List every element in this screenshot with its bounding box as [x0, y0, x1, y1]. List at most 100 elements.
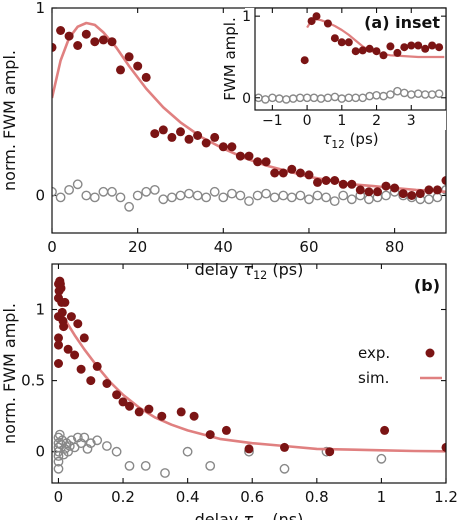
zero-point [321, 192, 331, 203]
exp-point [432, 185, 442, 195]
panel-label: (a) inset [364, 13, 440, 32]
y-tick-label: 1 [35, 301, 45, 319]
x-tick-label: 60 [299, 238, 318, 256]
exp-point [351, 47, 360, 56]
x-tick-label: 1.2 [434, 488, 457, 506]
series-layer [255, 12, 445, 104]
zero-point [338, 190, 349, 201]
exp-point [337, 38, 346, 47]
exp-point [218, 142, 228, 152]
exp-point [435, 43, 444, 52]
zero-point [111, 446, 122, 457]
exp-point [390, 183, 400, 193]
x-axis-label: τ12 (ps) [322, 130, 378, 151]
exp-point [63, 344, 73, 354]
exp-point [365, 44, 374, 53]
exp-point [73, 41, 83, 50]
zero-point [166, 192, 177, 203]
exp-point [59, 322, 69, 332]
x-tick-label: 80 [385, 238, 404, 256]
exp-point [54, 340, 63, 350]
y-axis-label: norm. FWM ampl. [0, 50, 19, 191]
zero-point [432, 192, 443, 203]
x-axis-label: delay τ12 (ps) [195, 260, 304, 282]
zero-point [312, 190, 323, 201]
exp-point [379, 51, 388, 60]
y-tick-label: 1 [242, 9, 251, 25]
zero-point [64, 184, 75, 195]
exp-point [312, 12, 321, 21]
exp-point [347, 179, 357, 189]
zero-point [235, 190, 246, 201]
exp-point [280, 442, 289, 452]
exp-point [118, 397, 128, 407]
exp-point [64, 31, 74, 41]
zero-point [53, 451, 64, 461]
zero-point [279, 463, 290, 474]
exp-point [205, 430, 215, 440]
exp-point [107, 37, 117, 47]
exp-point [304, 170, 314, 180]
zero-point [132, 190, 143, 201]
exp-point [125, 401, 134, 411]
x-tick-label: 3 [407, 113, 416, 129]
zero-point [304, 194, 314, 205]
exp-point [134, 407, 144, 417]
exp-point [261, 157, 271, 167]
zero-point [269, 192, 280, 203]
zero-point [329, 196, 340, 207]
zero-point [278, 190, 289, 201]
zero-point [140, 460, 151, 471]
zero-point [381, 190, 391, 201]
exp-point [189, 411, 199, 421]
zero-point [209, 186, 220, 197]
zero-point [60, 443, 70, 454]
exp-point [380, 425, 390, 435]
zero-point [81, 190, 92, 201]
y-tick-label: 1 [35, 0, 45, 17]
exp-point [244, 444, 254, 454]
sim-curve [57, 308, 446, 453]
y-tick-label: 0 [242, 91, 251, 107]
zero-point [205, 460, 216, 471]
exp-point [358, 46, 367, 55]
exp-point [400, 43, 409, 52]
exp-point [150, 129, 160, 139]
exp-point [323, 19, 332, 28]
exp-point [56, 283, 66, 293]
exp-point [201, 138, 211, 148]
zero-point [53, 463, 64, 474]
exp-point [92, 361, 102, 371]
exp-point [421, 44, 430, 53]
zero-point [201, 192, 212, 203]
zero-point [184, 188, 194, 199]
zero-point [261, 188, 271, 199]
exp-point [307, 17, 316, 26]
x-tick-label: 0 [47, 238, 57, 256]
zero-point [286, 192, 297, 203]
plot-frame [254, 7, 447, 111]
exp-point [124, 52, 134, 62]
zero-point [53, 456, 64, 467]
exp-point [54, 359, 63, 368]
exp-point [102, 379, 112, 388]
zero-point [175, 190, 186, 201]
zero-point [252, 190, 263, 201]
exp-point [424, 185, 434, 195]
legend-label-sim: sim. [358, 369, 389, 387]
exp-point [321, 176, 331, 185]
zero-point [72, 179, 83, 190]
x-tick-label: −1 [262, 113, 283, 129]
exp-point [73, 319, 83, 329]
exp-point [227, 142, 237, 152]
zero-point [363, 194, 374, 205]
x-tick-label: 40 [214, 238, 233, 256]
exp-point [167, 132, 177, 142]
zero-point [98, 186, 109, 197]
exp-point [330, 176, 340, 185]
x-tick-label: 0 [303, 113, 312, 129]
exp-point [76, 364, 86, 374]
exp-point [98, 35, 108, 45]
x-tick-label: 20 [128, 238, 147, 256]
zero-point [346, 194, 357, 205]
